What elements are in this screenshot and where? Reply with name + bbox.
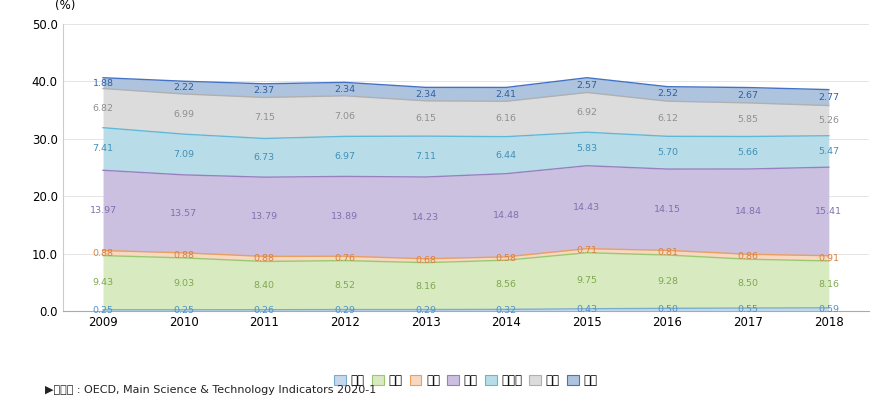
Text: 6.82: 6.82	[92, 104, 114, 113]
Text: 7.09: 7.09	[173, 150, 194, 159]
Text: (%): (%)	[55, 0, 75, 12]
Text: 5.85: 5.85	[737, 115, 759, 124]
Text: 2.34: 2.34	[415, 90, 436, 99]
Text: 6.44: 6.44	[495, 151, 517, 160]
Text: 2.57: 2.57	[576, 81, 598, 90]
Text: 6.16: 6.16	[495, 115, 517, 123]
Text: 0.68: 0.68	[415, 256, 436, 265]
Text: 6.99: 6.99	[173, 110, 194, 119]
Text: 0.88: 0.88	[254, 255, 275, 263]
Text: 8.16: 8.16	[415, 282, 436, 290]
Text: ▶자료원 : OECD, Main Science & Technology Indicators 2020-1: ▶자료원 : OECD, Main Science & Technology I…	[45, 385, 376, 395]
Text: 14.84: 14.84	[735, 207, 762, 216]
Text: 8.50: 8.50	[737, 279, 759, 288]
Text: 9.03: 9.03	[173, 279, 194, 288]
Text: 0.32: 0.32	[495, 306, 517, 315]
Text: 2.77: 2.77	[818, 93, 840, 102]
Text: 0.58: 0.58	[495, 254, 517, 263]
Text: 5.70: 5.70	[657, 148, 678, 157]
Text: 8.56: 8.56	[495, 280, 517, 289]
Text: 1.88: 1.88	[92, 79, 114, 88]
Text: 2.67: 2.67	[737, 91, 759, 100]
Text: 9.28: 9.28	[657, 277, 678, 286]
Text: 14.15: 14.15	[654, 205, 681, 214]
Text: 0.59: 0.59	[818, 305, 840, 314]
Text: 0.88: 0.88	[173, 251, 194, 260]
Text: 0.55: 0.55	[737, 305, 759, 314]
Text: 0.88: 0.88	[92, 249, 114, 258]
Text: 6.73: 6.73	[254, 153, 275, 162]
Text: 5.83: 5.83	[576, 144, 598, 154]
Text: 0.29: 0.29	[334, 306, 356, 315]
Text: 0.50: 0.50	[657, 305, 678, 314]
Text: 0.29: 0.29	[415, 306, 436, 315]
Text: 15.41: 15.41	[815, 207, 842, 216]
Text: 0.71: 0.71	[576, 246, 598, 255]
Text: 5.26: 5.26	[818, 116, 840, 125]
Text: 13.89: 13.89	[332, 212, 358, 221]
Text: 0.91: 0.91	[818, 254, 840, 263]
Text: 6.97: 6.97	[334, 152, 356, 161]
Text: 7.11: 7.11	[415, 152, 436, 161]
Text: 14.48: 14.48	[493, 211, 520, 220]
Text: 0.76: 0.76	[334, 254, 356, 263]
Text: 13.97: 13.97	[90, 206, 116, 215]
Text: 0.81: 0.81	[657, 248, 678, 257]
Text: 14.43: 14.43	[573, 203, 600, 212]
Text: 13.57: 13.57	[170, 209, 197, 218]
Text: 2.37: 2.37	[254, 86, 275, 95]
Text: 2.41: 2.41	[495, 90, 517, 99]
Text: 6.92: 6.92	[576, 108, 598, 117]
Text: 5.66: 5.66	[737, 148, 759, 157]
Text: 13.79: 13.79	[251, 212, 278, 221]
Text: 14.23: 14.23	[412, 213, 439, 222]
Text: 2.52: 2.52	[657, 89, 678, 99]
Text: 7.15: 7.15	[254, 113, 275, 122]
Text: 0.25: 0.25	[173, 306, 194, 315]
Text: 8.40: 8.40	[254, 281, 275, 290]
Text: 2.34: 2.34	[334, 85, 356, 94]
Text: 6.15: 6.15	[415, 114, 436, 123]
Text: 0.86: 0.86	[737, 252, 759, 261]
Text: 9.75: 9.75	[576, 276, 598, 285]
Text: 7.06: 7.06	[334, 112, 356, 120]
Text: 0.25: 0.25	[92, 306, 114, 315]
Text: 5.47: 5.47	[818, 147, 840, 156]
Text: 6.12: 6.12	[657, 114, 678, 123]
Legend: 한국, 미국, 일본, 독일, 프랑스, 영국, 중국: 한국, 미국, 일본, 독일, 프랑스, 영국, 중국	[330, 369, 602, 391]
Text: 2.22: 2.22	[173, 83, 194, 92]
Text: 8.16: 8.16	[818, 280, 840, 289]
Text: 9.43: 9.43	[92, 278, 114, 287]
Text: 7.41: 7.41	[92, 144, 114, 154]
Text: 8.52: 8.52	[334, 280, 356, 290]
Text: 0.26: 0.26	[254, 306, 275, 315]
Text: 0.43: 0.43	[576, 306, 598, 314]
